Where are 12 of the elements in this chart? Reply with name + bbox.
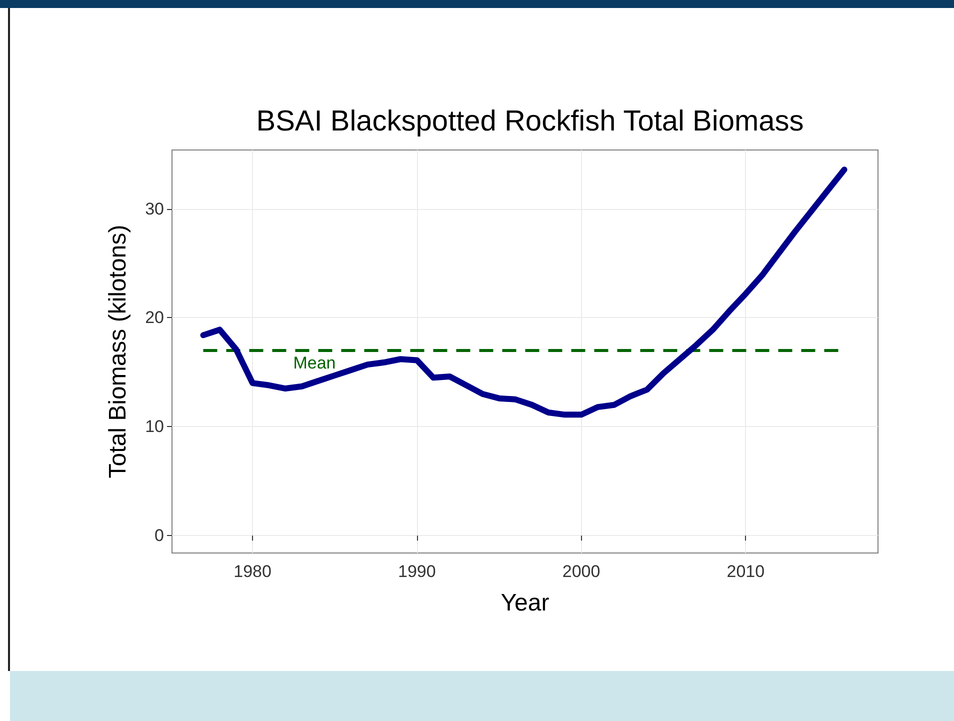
y-tick-label: 30 [145,199,164,218]
x-tick-label: 1980 [234,562,272,581]
ref-line-label: Mean [293,353,336,372]
x-tick-label: 2010 [726,562,765,581]
y-tick-label: 10 [145,417,164,436]
x-tick-label: 2000 [562,562,600,581]
y-axis-title: Total Biomass (kilotons) [104,224,132,478]
x-axis-title: Year [500,590,550,616]
chart-title: BSAI Blackspotted Rockfish Total Biomass [256,106,804,138]
y-tick-label: 20 [145,308,164,328]
x-tick-label: 1990 [398,562,436,581]
y-tick-label: 0 [154,526,164,546]
